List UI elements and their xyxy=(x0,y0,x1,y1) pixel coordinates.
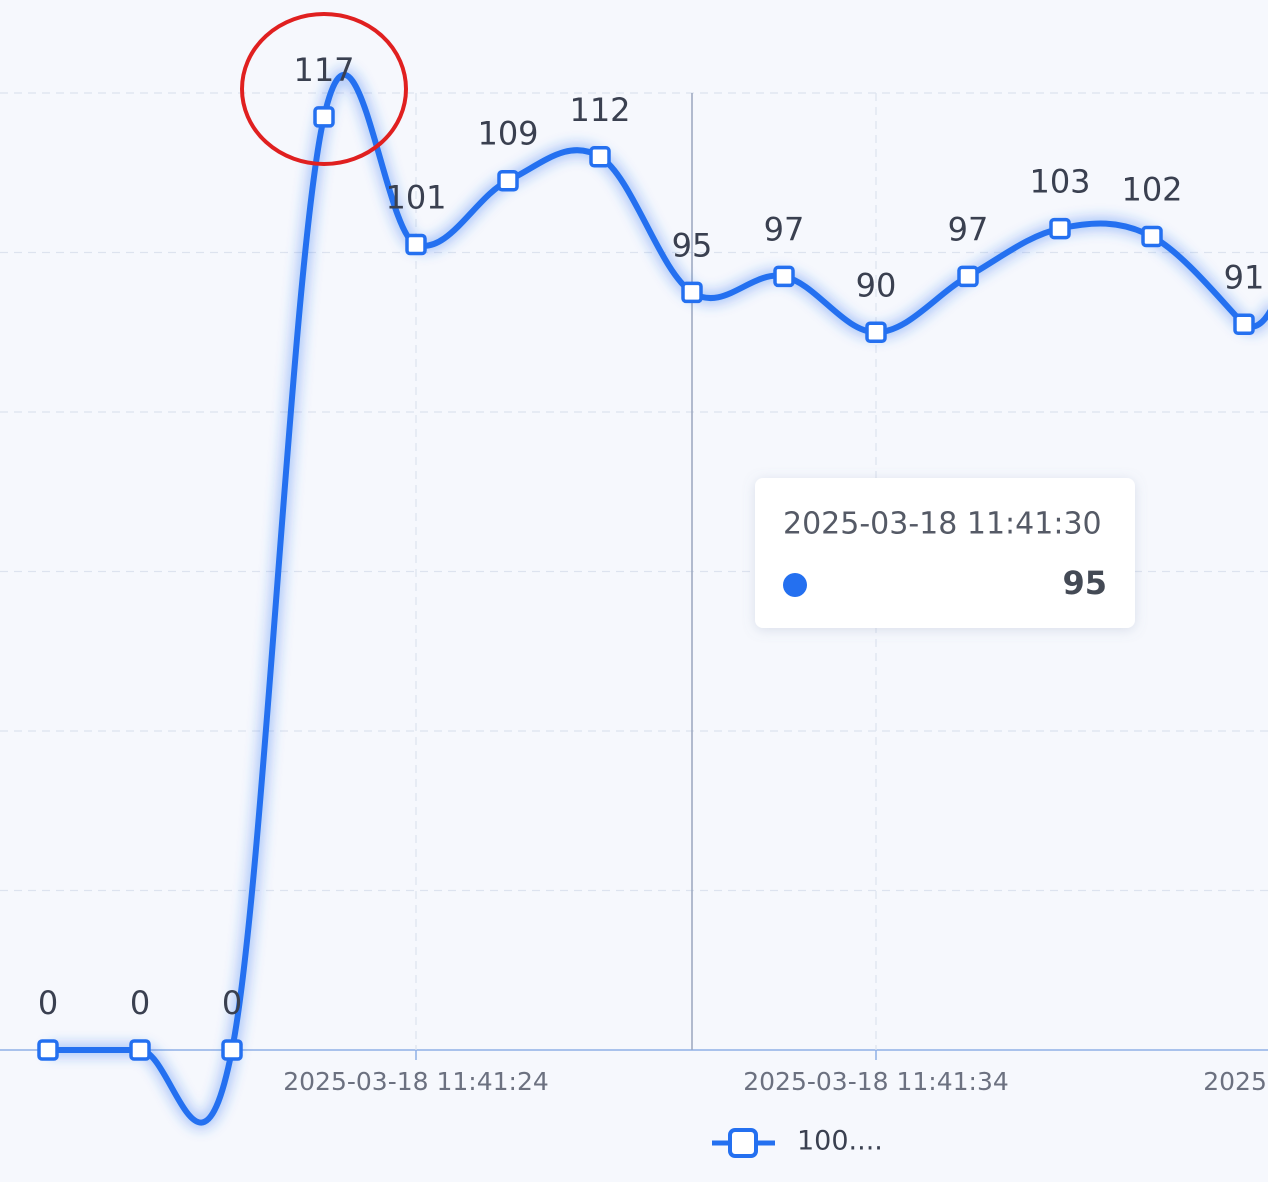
point-marker xyxy=(1049,217,1071,240)
point-marker xyxy=(865,321,887,343)
x-tick-label: 2025-03-18 11:41:34 xyxy=(743,1067,1009,1096)
data-label: 102 xyxy=(1121,171,1182,209)
tooltip-dot xyxy=(783,573,807,597)
point-marker xyxy=(37,1039,59,1061)
point-marker xyxy=(497,169,519,192)
data-label: 97 xyxy=(948,210,989,248)
x-tick-label: 2025-03-18 11:41:24 xyxy=(283,1067,549,1096)
data-label: 109 xyxy=(477,115,538,153)
legend-label: 100.... xyxy=(797,1126,883,1157)
point-marker xyxy=(589,146,611,168)
point-marker xyxy=(1233,313,1255,336)
point-marker xyxy=(221,1039,243,1061)
data-label: 112 xyxy=(569,91,630,129)
point-marker xyxy=(957,265,979,288)
tooltip: 2025-03-18 11:41:30 95 xyxy=(755,478,1135,628)
point-marker xyxy=(773,265,795,288)
point-marker xyxy=(129,1039,151,1061)
data-label: 103 xyxy=(1029,163,1090,201)
tooltip-title: 2025-03-18 11:41:30 xyxy=(783,507,1102,542)
data-label: 117 xyxy=(293,51,354,89)
data-label: 0 xyxy=(38,984,58,1022)
data-label: 95 xyxy=(672,226,713,264)
data-label: 91 xyxy=(1224,258,1265,296)
data-label: 0 xyxy=(130,984,150,1022)
highlight-circle xyxy=(240,12,408,166)
x-tick-label: 2025-03-18 11:41:44 xyxy=(1203,1067,1268,1096)
point-marker xyxy=(681,281,703,304)
tooltip-value: 95 xyxy=(1062,564,1107,602)
data-label: 97 xyxy=(764,210,805,248)
data-label: 90 xyxy=(856,266,897,304)
data-label: 0 xyxy=(222,984,242,1022)
point-marker xyxy=(405,233,427,256)
tooltip-box xyxy=(755,478,1135,628)
data-label: 101 xyxy=(385,179,446,217)
point-marker xyxy=(1141,225,1163,248)
point-marker xyxy=(313,106,335,128)
legend-marker xyxy=(728,1128,758,1158)
